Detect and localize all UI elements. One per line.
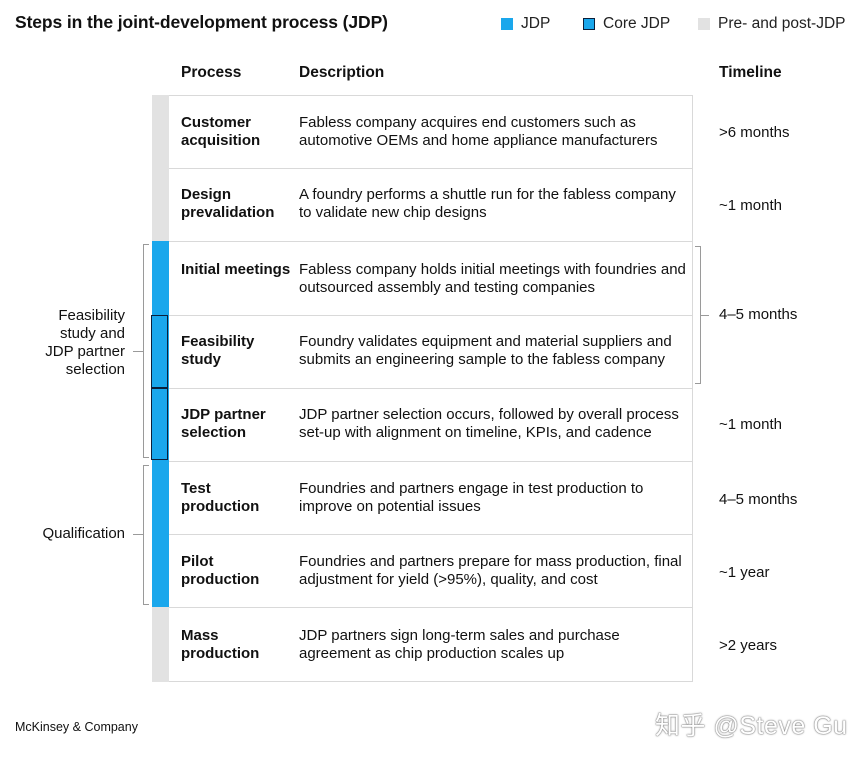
group-label-feasibility: Feasibility study and JDP partner select… [45, 307, 125, 378]
process-customer-acquisition: Customer acquisition [181, 114, 261, 149]
timeline-design-prevalidation: ~1 month [719, 197, 782, 214]
legend-label-jdp: JDP [521, 15, 551, 32]
timeline-pilot-production: ~1 year [719, 564, 770, 581]
table-row [169, 607, 693, 682]
description-test-production: Foundries and partners engage in test pr… [299, 480, 644, 515]
header-description: Description [299, 64, 385, 81]
group-bracket-feasibility-tick [133, 351, 143, 352]
group-label-qualification: Qualification [42, 525, 125, 542]
timeline-test-production: 4–5 months [719, 491, 798, 508]
group-bracket-qualification [143, 465, 149, 605]
group-bracket-feasibility [143, 244, 149, 458]
process-mass-production: Mass production [181, 627, 260, 662]
timeline-jdp-partner-selection: ~1 month [719, 416, 782, 433]
timeline-meetings-feasibility: 4–5 months [719, 306, 798, 323]
legend-item-jdp: JDP [501, 14, 550, 34]
timeline-bracket [695, 246, 701, 384]
watermark: 知乎 @Steve Gu [655, 712, 848, 740]
timeline-customer-acquisition: >6 months [719, 124, 790, 141]
table-row [169, 315, 693, 388]
timeline-mass-production: >2 years [719, 637, 777, 654]
timeline-bracket-tick [701, 315, 709, 316]
legend-swatch-core-jdp [583, 18, 595, 30]
description-jdp-partner-selection: JDP partner selection occurs, followed b… [299, 406, 679, 441]
legend-item-pre-post: Pre- and post-JDP [698, 14, 846, 34]
legend-label-core-jdp: Core JDP [603, 15, 671, 32]
description-mass-production: JDP partners sign long-term sales and pu… [299, 627, 620, 662]
process-pilot-production: Pilot production [181, 553, 260, 588]
phase-bar-post-jdp [152, 607, 169, 682]
footer-brand: McKinsey & Company [15, 720, 138, 734]
legend-swatch-jdp [501, 18, 513, 30]
chart-title: Steps in the joint-development process (… [15, 12, 388, 32]
table-row [169, 461, 693, 534]
phase-bar-pre-jdp [152, 95, 169, 241]
legend-swatch-pre-post [698, 18, 710, 30]
process-test-production: Test production [181, 480, 260, 515]
table-row [169, 95, 693, 168]
table-row [169, 388, 693, 461]
description-initial-meetings: Fabless company holds initial meetings w… [299, 261, 686, 296]
process-jdp-partner-selection: JDP partner selection [181, 406, 266, 441]
process-initial-meetings: Initial meetings [181, 261, 291, 278]
group-bracket-qualification-tick [133, 534, 143, 535]
header-timeline: Timeline [719, 64, 782, 81]
description-feasibility-study: Foundry validates equipment and material… [299, 333, 672, 368]
table-row [169, 534, 693, 607]
legend-item-core-jdp: Core JDP [583, 14, 670, 34]
table-row [169, 168, 693, 241]
header-process: Process [181, 64, 242, 81]
description-design-prevalidation: A foundry performs a shuttle run for the… [299, 186, 676, 221]
table-row [169, 241, 693, 315]
legend-label-pre-post: Pre- and post-JDP [718, 15, 846, 32]
phase-bar-jdp [152, 241, 169, 607]
description-pilot-production: Foundries and partners prepare for mass … [299, 553, 682, 588]
process-design-prevalidation: Design prevalidation [181, 186, 275, 221]
description-customer-acquisition: Fabless company acquires end customers s… [299, 114, 658, 149]
process-feasibility-study: Feasibility study [181, 333, 255, 368]
core-jdp-divider [151, 387, 168, 389]
